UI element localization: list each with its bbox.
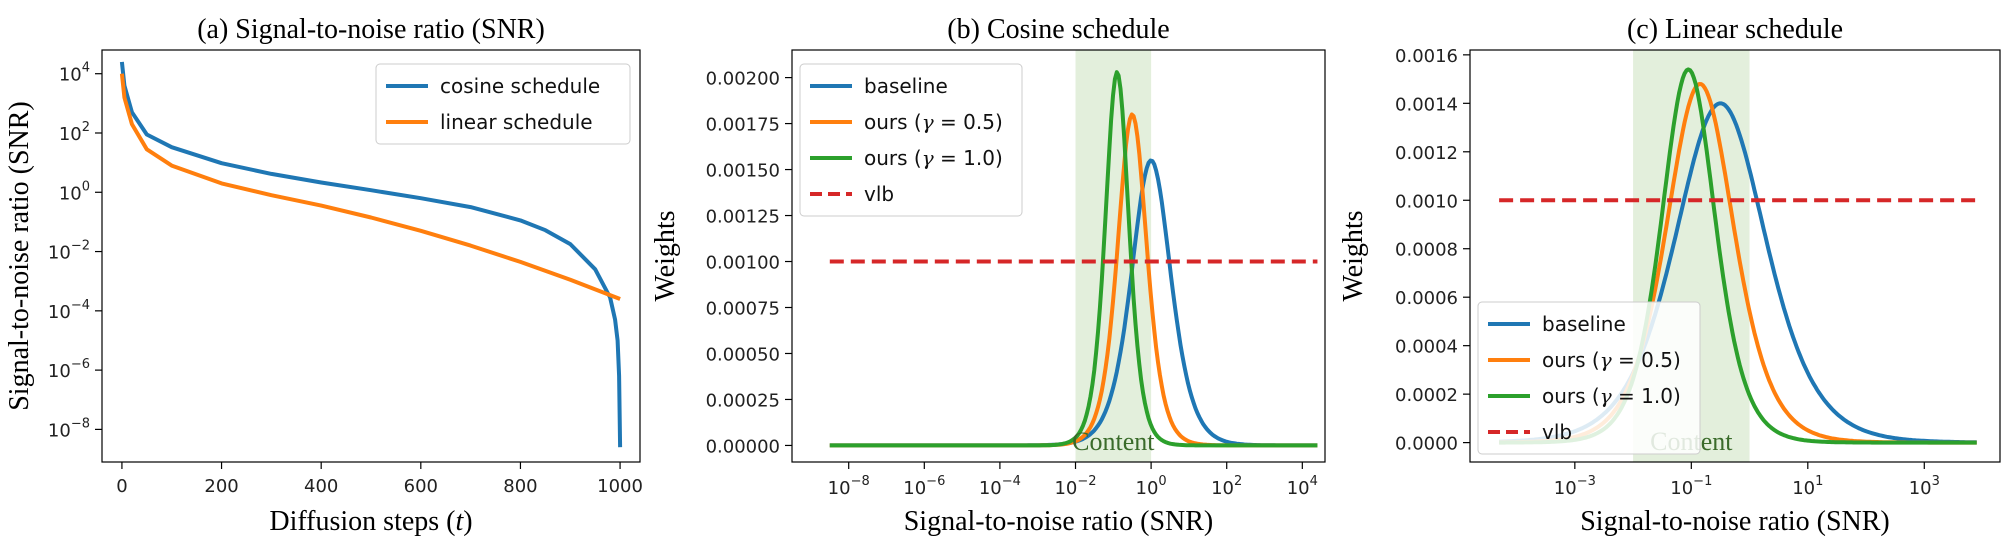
x-tick-label: 800 <box>503 476 537 497</box>
y-tick-label: 0.0000 <box>1395 434 1458 455</box>
x-tick-label: 104 <box>1287 474 1318 499</box>
x-tick-label: 10−4 <box>979 474 1021 499</box>
legend-label: vlb <box>1542 420 1572 444</box>
y-tick-label: 0.0014 <box>1395 94 1458 115</box>
y-tick-label: 0.0016 <box>1395 46 1458 67</box>
y-tick-label: 0.00075 <box>706 299 780 320</box>
content-label: Content <box>1072 427 1155 456</box>
y-tick-label: 0.00125 <box>706 207 780 228</box>
y-tick-label: 0.0006 <box>1395 288 1458 309</box>
legend-label: vlb <box>864 182 894 206</box>
y-tick-label: 0.0012 <box>1395 143 1458 164</box>
series-line <box>119 73 621 301</box>
legend-box <box>799 63 1023 217</box>
x-tick-label: 10−1 <box>1670 474 1712 499</box>
series-line <box>119 61 623 448</box>
x-tick-label: 200 <box>204 476 238 497</box>
legend-label: cosine schedule <box>440 74 600 98</box>
legend-label: ours (γ = 0.5) <box>864 110 1003 134</box>
y-tick-label: 102 <box>59 120 90 145</box>
panel-c: (c) Linear scheduleContent10−310−1101103… <box>1338 14 2001 537</box>
y-tick-label: 0.00000 <box>706 436 780 457</box>
panel-b: (b) Cosine schedule Content 10−8 10−6 10−4 10… <box>650 14 1326 537</box>
y-tick-label: 0.0002 <box>1395 385 1458 406</box>
legend-box <box>375 63 631 145</box>
y-tick-label: 0.00025 <box>706 390 780 411</box>
y-tick-label: 10−2 <box>48 239 90 264</box>
y-tick-label: 0.0008 <box>1395 240 1458 261</box>
y-axis-label: Weights <box>650 210 681 301</box>
legend-label: ours (γ = 1.0) <box>1542 384 1681 408</box>
x-tick-label: 10−6 <box>903 474 945 499</box>
x-tick-label: 101 <box>1792 474 1823 499</box>
y-tick-label: 0.00200 <box>706 69 780 90</box>
y-tick-label: 0.00175 <box>706 115 780 136</box>
legend-label: ours (γ = 0.5) <box>1542 348 1681 372</box>
y-tick-label: 10−4 <box>48 298 90 323</box>
legend-label: baseline <box>864 74 948 98</box>
x-tick-label: 102 <box>1211 474 1242 499</box>
plot-frame <box>791 49 1326 463</box>
y-tick-label: 0.0010 <box>1395 191 1458 212</box>
y-tick-label: 100 <box>59 179 90 204</box>
x-axis-label: Signal-to-noise ratio (SNR) <box>904 506 1214 537</box>
series-line <box>829 70 1318 448</box>
y-tick-label: 10−6 <box>48 357 90 382</box>
y-tick-label: 0.00050 <box>706 344 780 365</box>
y-tick-label: 10−8 <box>48 416 90 441</box>
panel-a: (a) Signal-to-noise ratio (SNR) 0 200 400 60… <box>4 14 643 537</box>
x-tick-label: 1000 <box>597 476 643 497</box>
x-tick-label: 600 <box>404 476 438 497</box>
y-tick-label: 0.0004 <box>1395 337 1458 358</box>
legend-box <box>1477 301 1701 455</box>
y-axis-label: Weights <box>1338 210 1369 301</box>
panel-a-title: (a) Signal-to-noise ratio (SNR) <box>197 14 545 45</box>
x-axis-label: Signal-to-noise ratio (SNR) <box>1580 506 1890 537</box>
y-tick-label: 0.00100 <box>706 253 780 274</box>
x-tick-label: 10−8 <box>828 474 870 499</box>
y-tick-label: 104 <box>59 61 90 86</box>
legend-label: baseline <box>1542 312 1626 336</box>
x-tick-label: 100 <box>1136 474 1167 499</box>
x-tick-label: 10−2 <box>1054 474 1096 499</box>
x-tick-label: 0 <box>116 476 127 497</box>
x-tick-label: 10−3 <box>1554 474 1596 499</box>
y-axis-label: Signal-to-noise ratio (SNR) <box>4 101 35 411</box>
y-tick-label: 0.00150 <box>706 161 780 182</box>
x-axis-label: Diffusion steps (t) <box>269 506 472 537</box>
x-tick-label: 400 <box>304 476 338 497</box>
plot-frame <box>1469 49 2001 463</box>
legend-label: linear schedule <box>440 110 593 134</box>
x-tick-label: 103 <box>1909 474 1940 499</box>
legend-label: ours (γ = 1.0) <box>864 146 1003 170</box>
panel-c-title: (c) Linear schedule <box>1627 14 1843 45</box>
plot-frame <box>101 49 641 463</box>
panel-b-title: (b) Cosine schedule <box>947 14 1169 45</box>
